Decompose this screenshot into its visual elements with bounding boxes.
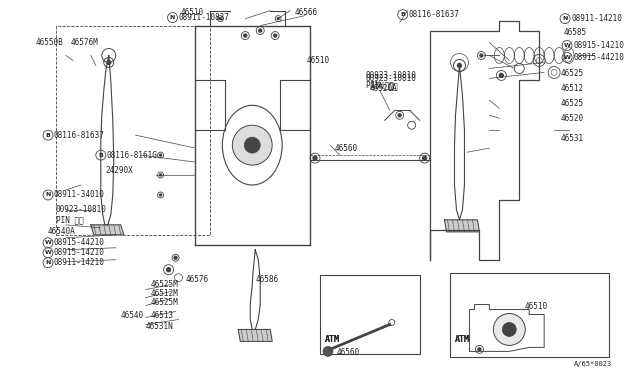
Text: 46566: 46566	[295, 8, 318, 17]
Text: 00923-10810: 00923-10810	[366, 74, 417, 83]
Circle shape	[277, 17, 279, 20]
Circle shape	[244, 137, 260, 153]
Text: 08915-14210: 08915-14210	[573, 41, 624, 50]
Circle shape	[478, 348, 481, 351]
Text: 46576: 46576	[186, 275, 209, 284]
Circle shape	[313, 156, 317, 160]
Text: 08915-14210: 08915-14210	[54, 248, 105, 257]
Text: 46525M: 46525M	[150, 298, 179, 307]
Circle shape	[159, 154, 161, 156]
Text: 46531N: 46531N	[146, 322, 173, 331]
Circle shape	[244, 34, 247, 37]
Text: 08911-10837: 08911-10837	[179, 13, 229, 22]
Text: 46540A: 46540A	[48, 227, 76, 236]
Text: 46525: 46525	[561, 99, 584, 108]
Text: 46513: 46513	[150, 311, 173, 320]
Text: 08911-34010: 08911-34010	[54, 190, 105, 199]
Polygon shape	[238, 330, 272, 341]
Text: 46510: 46510	[307, 56, 330, 65]
Text: W: W	[45, 250, 51, 255]
Text: ATM: ATM	[454, 335, 470, 344]
Circle shape	[398, 114, 401, 117]
Text: 46510: 46510	[524, 302, 547, 311]
Text: W: W	[45, 240, 51, 245]
Circle shape	[274, 34, 276, 37]
Circle shape	[232, 125, 272, 165]
Text: 46520A: 46520A	[370, 84, 397, 93]
Text: 08915-44210: 08915-44210	[54, 238, 105, 247]
Text: N: N	[563, 16, 568, 21]
Text: 00923-10810: 00923-10810	[366, 71, 417, 80]
Text: 46525M: 46525M	[150, 280, 179, 289]
Polygon shape	[91, 225, 124, 235]
Circle shape	[220, 17, 221, 20]
Circle shape	[493, 314, 525, 346]
Text: B: B	[99, 153, 103, 158]
Text: 46560: 46560	[337, 348, 360, 357]
Text: 08911-14210: 08911-14210	[54, 258, 105, 267]
Circle shape	[159, 174, 161, 176]
Text: 46550B: 46550B	[36, 38, 64, 47]
Circle shape	[166, 268, 171, 272]
Text: ATM: ATM	[454, 335, 470, 344]
Text: 08915-44210: 08915-44210	[573, 53, 624, 62]
Text: 46576M: 46576M	[71, 38, 99, 47]
Text: 24290X: 24290X	[106, 166, 134, 174]
Circle shape	[422, 156, 427, 160]
Circle shape	[259, 29, 262, 32]
Text: N: N	[45, 260, 51, 265]
Bar	[56, 26, 211, 235]
Text: 46512M: 46512M	[150, 289, 179, 298]
Text: 46510: 46510	[180, 8, 204, 17]
Circle shape	[159, 194, 161, 196]
Circle shape	[323, 346, 333, 356]
Circle shape	[107, 61, 111, 64]
Text: 46512: 46512	[561, 84, 584, 93]
Circle shape	[458, 64, 461, 67]
Text: A/65*0023: A/65*0023	[574, 361, 612, 367]
Bar	[320, 275, 420, 355]
Circle shape	[480, 54, 483, 57]
Text: 08911-14210: 08911-14210	[571, 14, 622, 23]
Circle shape	[502, 323, 516, 336]
Text: PIN ピン: PIN ピン	[370, 81, 397, 90]
Text: 46540: 46540	[121, 311, 144, 320]
Circle shape	[499, 73, 503, 77]
Text: B: B	[45, 133, 51, 138]
Text: 08116-81637: 08116-81637	[409, 10, 460, 19]
Text: ATM: ATM	[325, 335, 340, 344]
Text: 00923-10810: 00923-10810	[56, 205, 107, 214]
Text: 46525: 46525	[561, 69, 584, 78]
Text: PIN ピン: PIN ピン	[366, 80, 394, 89]
Text: 46520: 46520	[561, 114, 584, 123]
Text: ATM: ATM	[325, 335, 340, 344]
Text: 46585: 46585	[564, 28, 588, 37]
Text: 46586: 46586	[255, 275, 278, 284]
Text: W: W	[564, 43, 570, 48]
Text: 46531: 46531	[561, 134, 584, 143]
Bar	[449, 273, 609, 357]
Circle shape	[174, 256, 177, 259]
Text: W: W	[564, 55, 570, 60]
Text: N: N	[45, 192, 51, 198]
Text: PIN ピン: PIN ピン	[56, 215, 84, 224]
Text: 08116-8161G: 08116-8161G	[107, 151, 157, 160]
Text: B: B	[400, 12, 405, 17]
Polygon shape	[445, 220, 479, 232]
Text: 08116-81637: 08116-81637	[54, 131, 105, 140]
Text: 46560: 46560	[335, 144, 358, 153]
Text: N: N	[170, 15, 175, 20]
